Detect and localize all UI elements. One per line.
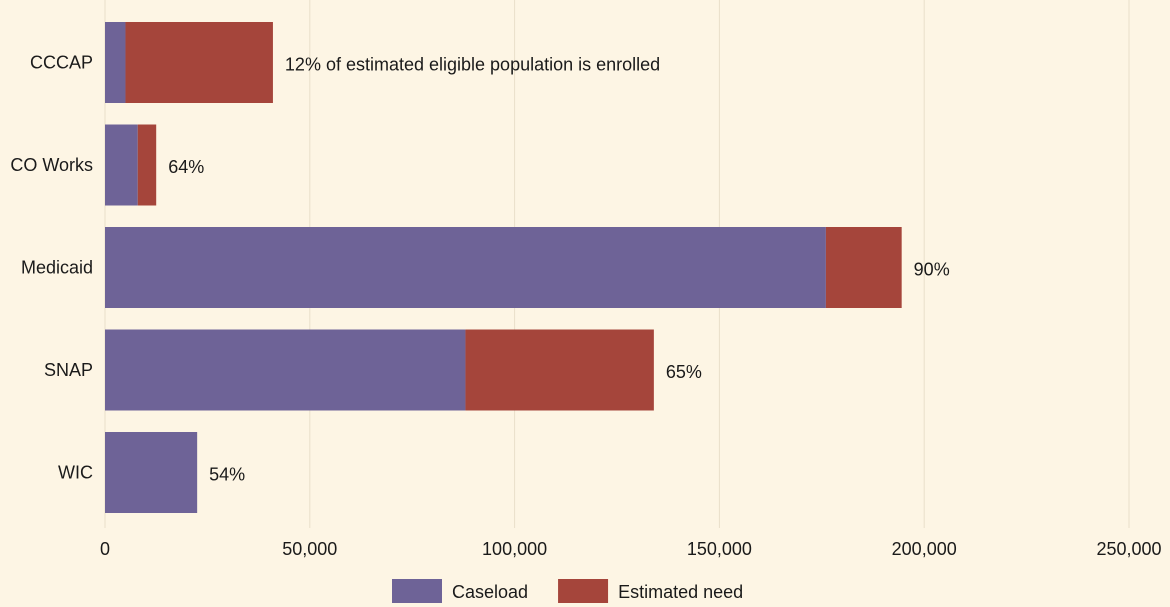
bar-estimated-need (825, 227, 902, 308)
bar-estimated-need (137, 124, 157, 206)
data-label: 54% (209, 465, 245, 485)
category-label: CO Works (10, 155, 93, 175)
legend-label: Caseload (452, 582, 528, 602)
x-axis-ticks: 0 50,000 100,000 150,000 200,000 250,000 (100, 522, 1162, 559)
x-tick-label: 250,000 (1096, 539, 1161, 559)
data-label: 12% of estimated eligible population is … (285, 55, 660, 75)
x-tick-label: 50,000 (282, 539, 337, 559)
bars (105, 22, 902, 513)
legend-swatch (392, 579, 442, 603)
bar-estimated-need (465, 329, 654, 411)
bar-caseload (105, 432, 198, 513)
data-labels: 12% of estimated eligible population is … (168, 55, 950, 485)
legend-label: Estimated need (618, 582, 743, 602)
x-tick-label: 100,000 (482, 539, 547, 559)
bar-caseload (105, 329, 466, 411)
bar-estimated-need (125, 22, 273, 103)
bar-caseload (105, 124, 138, 206)
data-label: 65% (666, 362, 702, 382)
data-label: 64% (168, 157, 204, 177)
x-tick-label: 0 (100, 539, 110, 559)
category-label: Medicaid (21, 258, 93, 278)
legend-swatch (558, 579, 609, 603)
category-label: SNAP (44, 360, 93, 380)
legend: Caseload Estimated need (392, 579, 743, 603)
bar-caseload (105, 227, 826, 308)
category-labels: CCCAP CO Works Medicaid SNAP WIC (10, 53, 93, 483)
data-label: 90% (914, 260, 950, 280)
x-tick-label: 200,000 (892, 539, 957, 559)
x-tick-label: 150,000 (687, 539, 752, 559)
category-label: CCCAP (30, 53, 93, 73)
category-label: WIC (58, 463, 93, 483)
bar-caseload (105, 22, 126, 103)
